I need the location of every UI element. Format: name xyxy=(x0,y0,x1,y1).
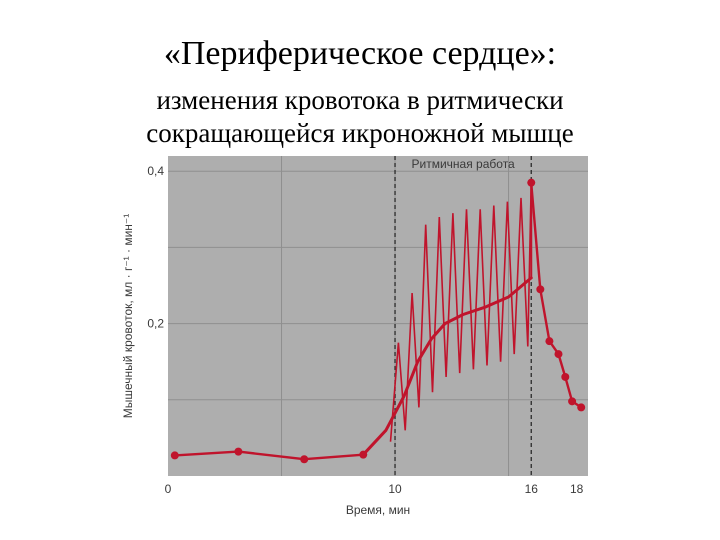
slide-title: «Периферическое сердце»: xyxy=(163,35,557,72)
plot-area xyxy=(168,156,588,476)
slide-subtitle-line-1: изменения кровотока в ритмически xyxy=(156,85,564,115)
chart-svg: Ритмичная работа 0,2 0,4 0 10 16 18 Время, м… xyxy=(121,156,588,517)
data-point xyxy=(527,178,536,187)
x-tick-label: 0 xyxy=(165,482,172,496)
data-point xyxy=(359,450,368,459)
y-tick-label: 0,4 xyxy=(147,164,164,178)
y-axis-label: Мышечный кровоток, мл · г⁻¹ · мин⁻¹ xyxy=(121,214,135,418)
data-point xyxy=(234,447,243,456)
data-point xyxy=(561,372,570,381)
data-point xyxy=(170,451,179,460)
x-axis-label: Время, мин xyxy=(346,503,410,517)
oscillation-line xyxy=(389,182,532,442)
data-point xyxy=(577,403,586,412)
slide-subtitle: изменения кровотока в ритмически сокраща… xyxy=(0,84,720,150)
annotation-label: Ритмичная работа xyxy=(412,157,516,171)
blood-flow-chart: Ритмичная работа 0,2 0,4 0 10 16 18 Время, м… xyxy=(108,156,608,520)
data-points xyxy=(170,178,586,464)
slide-subtitle-line-2: сокращающейся икроножной мышце xyxy=(146,118,574,148)
data-point xyxy=(536,285,545,294)
data-point xyxy=(300,455,309,464)
x-tick-label: 10 xyxy=(388,482,402,496)
x-tick-label: 18 xyxy=(570,482,584,496)
data-point xyxy=(545,337,554,346)
mean-flow-line xyxy=(361,276,533,457)
x-tick-labels: 0 10 16 18 xyxy=(165,482,584,496)
y-tick-labels: 0,2 0,4 xyxy=(147,164,164,330)
rest-flow-line xyxy=(174,450,364,461)
y-tick-label: 0,2 xyxy=(147,317,164,331)
data-point xyxy=(568,397,577,406)
work-period-markers xyxy=(394,156,532,476)
data-point xyxy=(554,350,563,359)
x-tick-label: 16 xyxy=(525,482,539,496)
